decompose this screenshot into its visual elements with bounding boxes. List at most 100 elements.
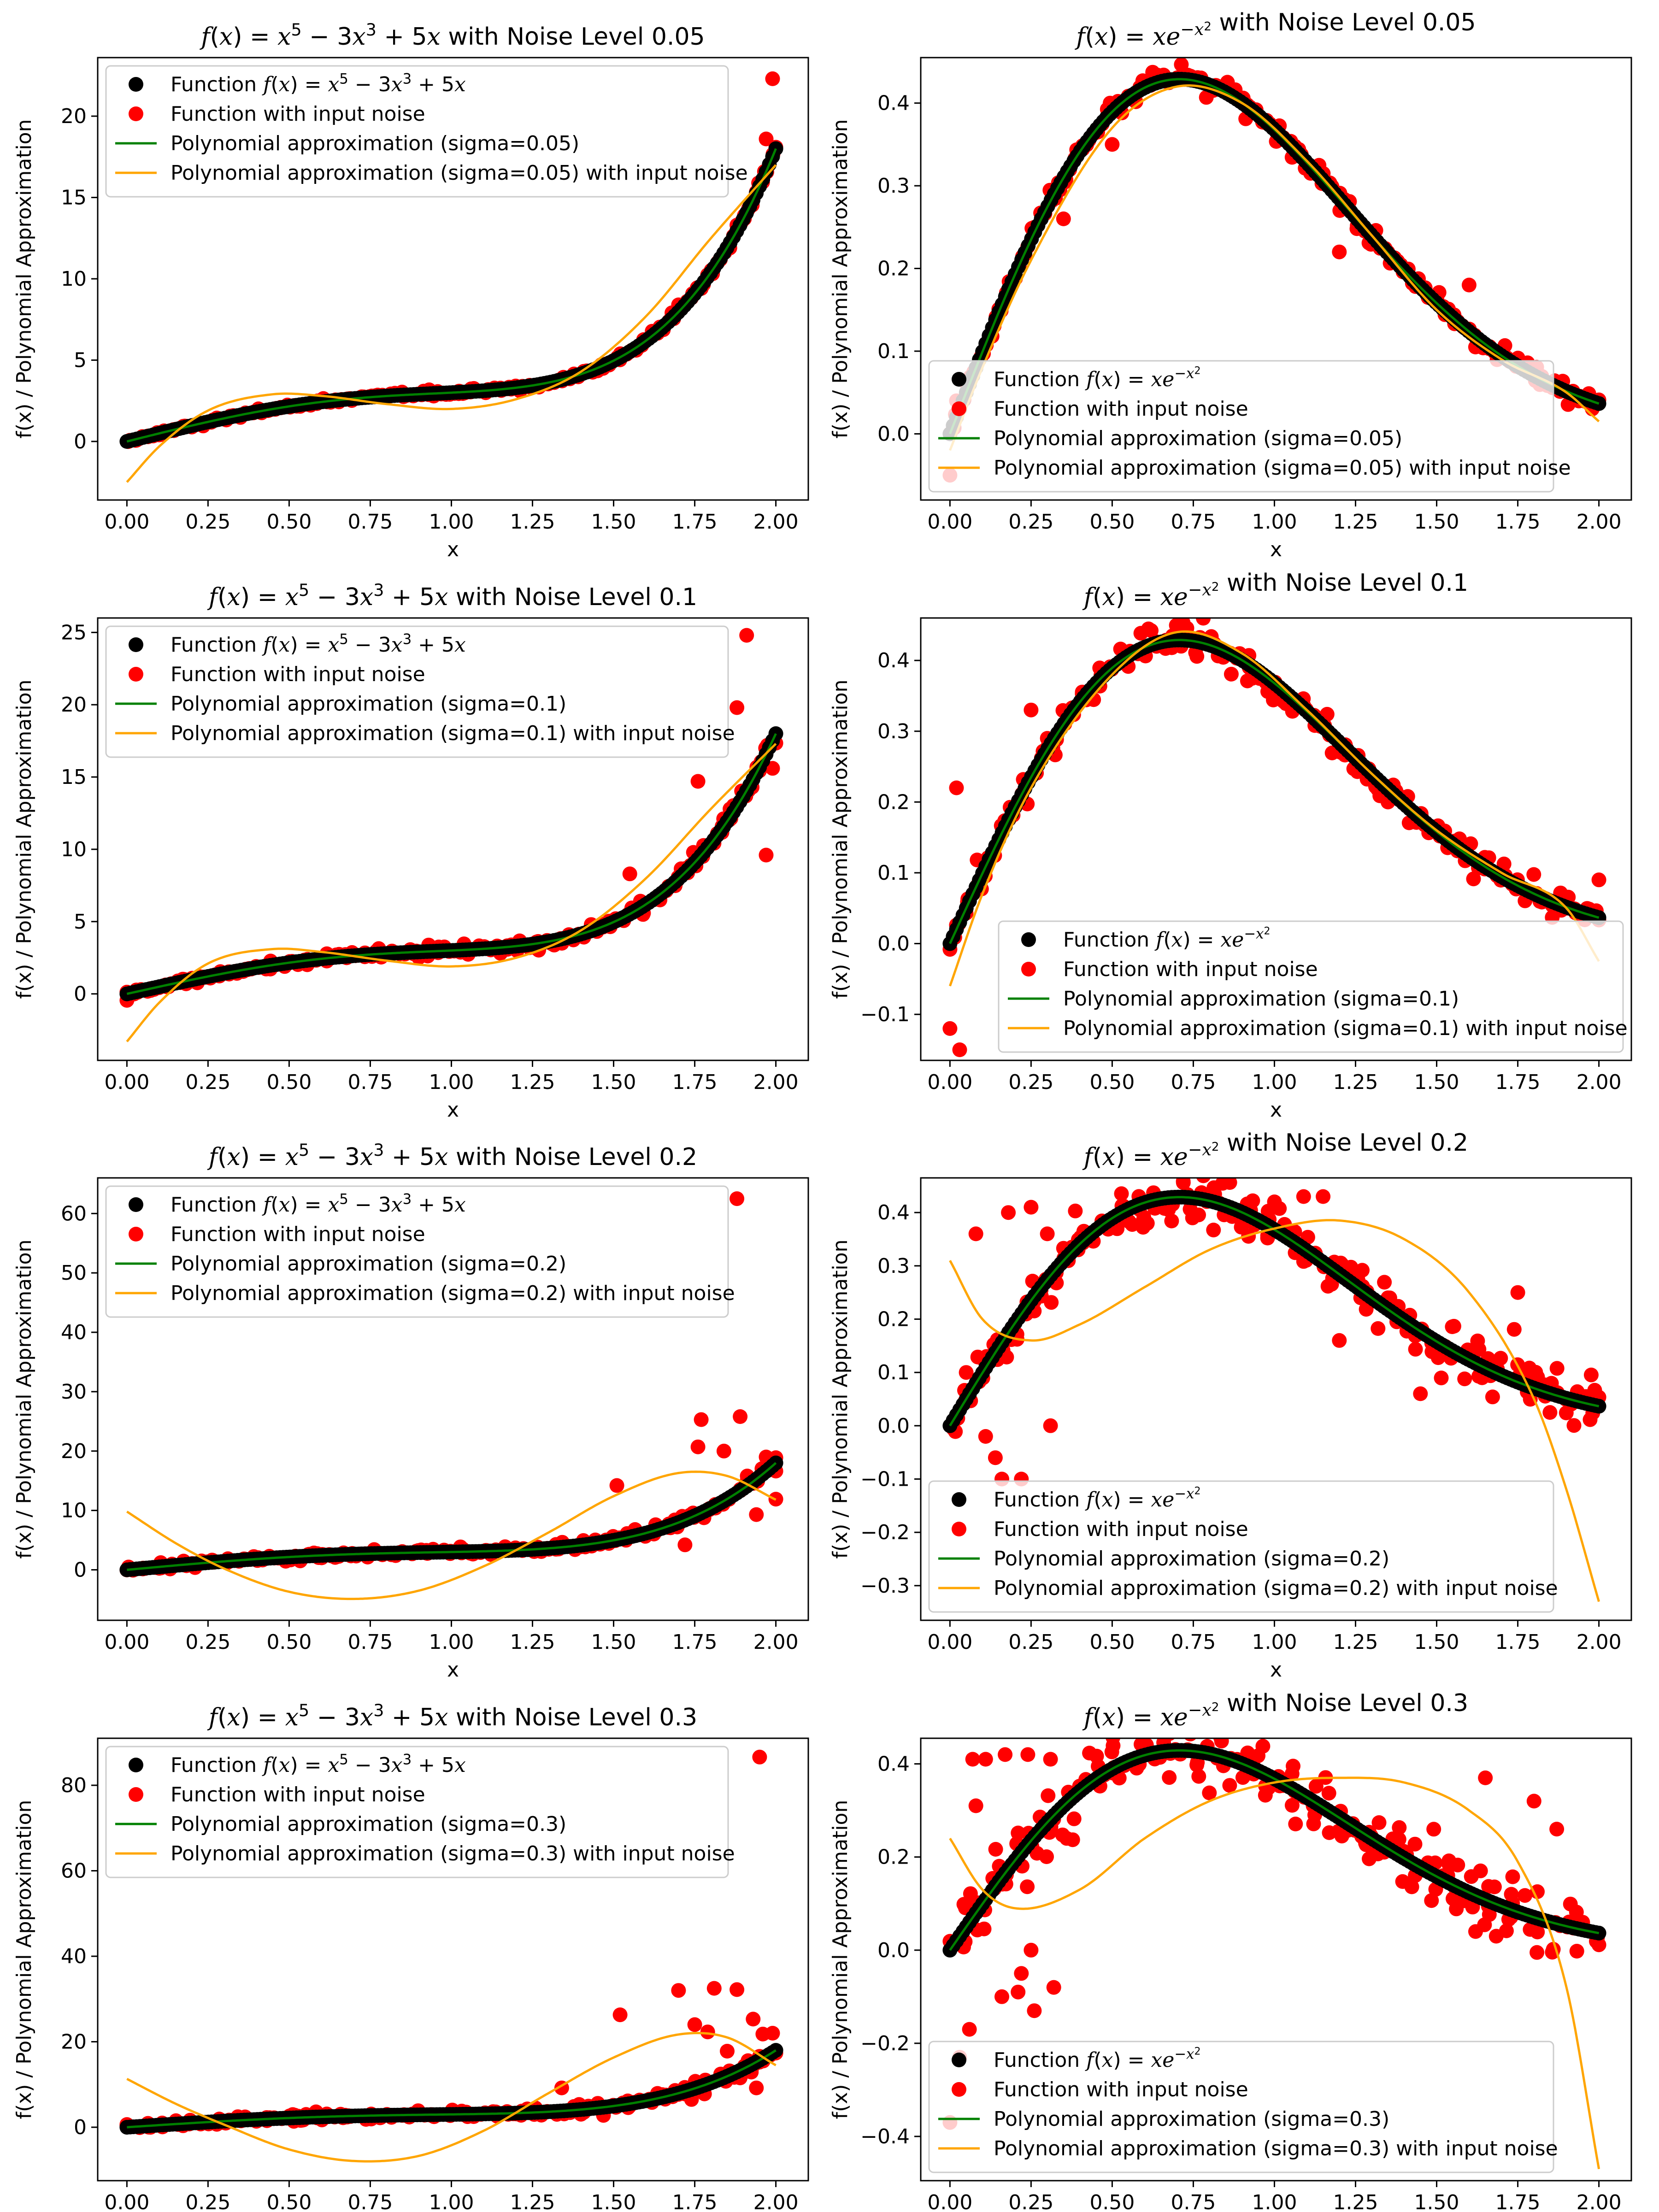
noisy-point [1430,1350,1446,1365]
x-tick-label: 0.25 [1008,1630,1053,1654]
noisy-point [1056,211,1071,226]
plot-area [942,1738,1606,2170]
noisy-point [1377,1275,1392,1290]
legend-label: Polynomial approximation (sigma=0.1) [171,692,566,716]
noisy-point [959,1365,974,1380]
y-tick-label: 0.2 [877,1308,910,1331]
x-tick-label: 1.75 [1495,2191,1541,2212]
x-tick-label: 0.50 [266,1630,312,1654]
x-tick-label: 0.50 [266,510,312,534]
noisy-point [1224,666,1239,682]
x-tick-label: 1.50 [591,1630,636,1654]
noisy-point [1316,1189,1331,1204]
y-tick-label: 0 [74,2116,87,2139]
noisy-point [765,2026,780,2041]
function-points [119,726,783,1001]
y-tick-label: 10 [61,267,87,291]
noisy-point [759,847,774,863]
y-tick-label: 0.1 [877,861,910,885]
legend: Function f(x) = xe−x2 Function with input… [928,2041,1558,2173]
y-tick-label: 60 [61,1859,87,1883]
noisy-point [1164,1213,1179,1229]
noisy-point [612,2007,628,2023]
y-tick-label: −0.4 [860,2125,910,2148]
chart-title: f(x) = xe−x2 with Noise Level 0.05 [1074,9,1476,51]
noisy-point [706,1981,722,1996]
noisy-point [1485,1389,1500,1405]
legend-label: Function f(x) = xe−x2 [994,365,1201,391]
noisy-point [1284,1798,1300,1813]
noisy-point [1255,1739,1271,1754]
y-tick-label: 40 [61,1321,87,1344]
plot-area [119,628,783,1042]
noisy-point [1196,1178,1211,1183]
legend: Function f(x) = xe−x2 Function with input… [928,360,1571,493]
noisy-point [1267,1194,1282,1209]
function-points [942,1189,1606,1433]
x-tick-label: 2.00 [1577,2191,1622,2212]
legend-box [998,920,1624,1053]
noisy-point [1530,1924,1545,1940]
y-tick-label: 0.2 [877,790,910,814]
function-points [119,2043,783,2135]
noisy-point [1424,1893,1439,1908]
noisy-point [1191,1207,1206,1223]
approximation-noise-line [126,743,777,1042]
noisy-point [1104,1744,1119,1759]
noisy-point [1591,872,1606,888]
x-tick-label: 1.50 [1414,1630,1459,1654]
legend-label: Function f(x) = x5 − 3x3 + 5x [171,71,466,96]
chart-title: f(x) = x5 − 3x3 + 5x with Noise Level 0.… [207,580,697,611]
x-axis-label: x [447,538,459,561]
noisy-point [1189,649,1205,664]
x-tick-label: 2.00 [1577,1630,1622,1654]
approximation-noise-line [949,630,1600,987]
x-tick-label: 1.00 [429,1071,474,1094]
y-tick-label: 5 [74,348,87,372]
legend-label: Function with input noise [171,663,425,686]
noisy-point [1308,1779,1324,1794]
noisy-point [1105,137,1120,152]
legend-label: Function f(x) = x5 − 3x3 + 5x [171,631,466,657]
approximation-noise-line [126,2032,777,2163]
noisy-point [988,1841,1003,1857]
legend-label: Polynomial approximation (sigma=0.05) wi… [171,161,748,185]
noisy-point [1046,1980,1061,1995]
y-tick-label: 0.3 [877,174,910,198]
noisy-point [1506,1322,1522,1337]
approximation-noise-line [949,84,1600,451]
noisy-point [1407,1836,1423,1852]
y-tick-label: 0.1 [877,340,910,363]
x-tick-label: 1.00 [429,1630,474,1654]
noisy-point [1559,1406,1574,1420]
y-tick-label: 0 [74,1558,87,1582]
x-tick-label: 0.00 [104,2191,149,2212]
x-tick-label: 2.00 [753,1071,799,1094]
approximation-noise-line [949,1777,1600,2170]
noisy-point [1392,1820,1407,1835]
x-tick-label: 1.75 [672,1071,718,1094]
x-tick-label: 0.00 [927,1071,972,1094]
legend-label: Function with input noise [171,102,425,126]
noisy-point [952,1042,967,1057]
legend-marker [1021,962,1036,977]
chart-panel-2: f(x) = xe−x2 with Noise Level 0.05 0.00 0.… [829,9,1632,561]
noisy-point [1530,1884,1545,1899]
legend-marker [129,1197,143,1212]
noisy-point [1542,1405,1558,1420]
y-tick-label: 15 [61,186,87,210]
x-tick-label: 1.50 [591,1071,636,1094]
legend-label: Polynomial approximation (sigma=0.1) [1063,987,1459,1011]
noisy-point [1518,1888,1533,1903]
x-axis-label: x [447,1098,459,1122]
x-tick-label: 0.00 [927,1630,972,1654]
noisy-point [765,71,780,86]
noisy-point [965,1752,980,1767]
x-tick-label: 0.25 [185,510,230,534]
chart-title: f(x) = x5 − 3x3 + 5x with Noise Level 0.… [207,1700,697,1731]
noisy-point [1332,244,1347,259]
noisy-point [1434,1371,1449,1386]
noisy-point [1191,1769,1206,1784]
noisy-point [1583,1412,1598,1427]
x-tick-label: 1.50 [1414,2191,1459,2212]
